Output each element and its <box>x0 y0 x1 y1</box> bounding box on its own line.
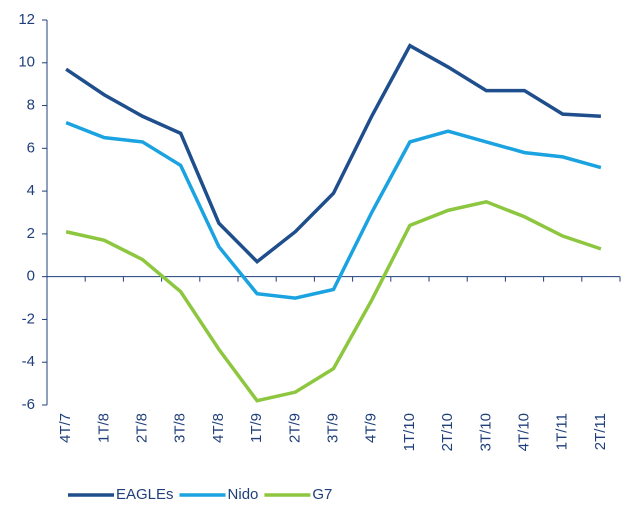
y-tick-label: -4 <box>22 353 35 370</box>
x-tick-label: 1T/9 <box>248 413 265 443</box>
x-tick-label: 1T/10 <box>401 413 418 451</box>
x-tick-label: 2T/11 <box>592 413 609 450</box>
legend-label: EAGLEs <box>116 486 174 503</box>
legend-label: G7 <box>312 486 332 503</box>
y-tick-label: 12 <box>18 11 35 28</box>
x-tick-label: 2T/10 <box>439 413 456 451</box>
y-tick-label: -6 <box>22 396 35 413</box>
x-tick-label: 4T/10 <box>515 413 532 451</box>
x-tick-label: 4T/7 <box>57 413 74 443</box>
x-tick-label: 2T/8 <box>133 413 150 443</box>
y-tick-label: 10 <box>18 54 35 71</box>
x-tick-label: 3T/8 <box>172 413 189 443</box>
y-tick-label: 2 <box>27 225 35 242</box>
x-tick-label: 3T/9 <box>324 413 341 443</box>
x-tick-label: 4T/8 <box>210 413 227 443</box>
x-tick-label: 1T/8 <box>95 413 112 443</box>
line-series <box>65 121 602 300</box>
y-tick-label: 6 <box>27 139 35 156</box>
x-tick-label: 4T/9 <box>363 413 380 443</box>
line-series <box>65 43 601 265</box>
line-series <box>65 199 602 403</box>
x-tick-label: 2T/9 <box>286 413 303 443</box>
legend-label: Nido <box>228 486 259 503</box>
y-tick-label: -2 <box>22 310 35 327</box>
x-tick-label: 1T/11 <box>554 413 571 450</box>
x-tick-label: 3T/10 <box>477 413 494 451</box>
y-tick-label: 4 <box>27 182 35 199</box>
y-tick-label: 8 <box>27 97 35 114</box>
y-tick-label: 0 <box>27 268 35 285</box>
